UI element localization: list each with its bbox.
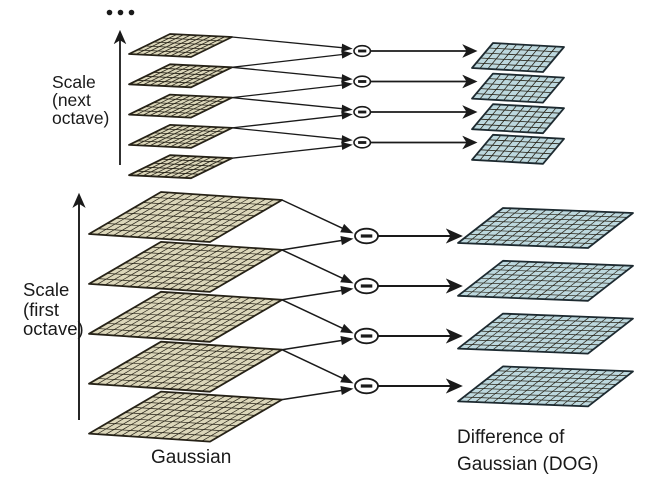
svg-text:octave): octave) xyxy=(52,108,109,128)
svg-text:Gaussian: Gaussian xyxy=(151,447,231,468)
svg-text:octave): octave) xyxy=(23,318,84,339)
svg-text:Scale: Scale xyxy=(23,279,69,300)
svg-text:Gaussian (DOG): Gaussian (DOG) xyxy=(457,454,598,475)
svg-text:Scale: Scale xyxy=(52,72,96,92)
svg-text:Difference of: Difference of xyxy=(457,427,565,448)
svg-text:(first: (first xyxy=(23,299,59,320)
svg-text:(next: (next xyxy=(52,90,91,110)
